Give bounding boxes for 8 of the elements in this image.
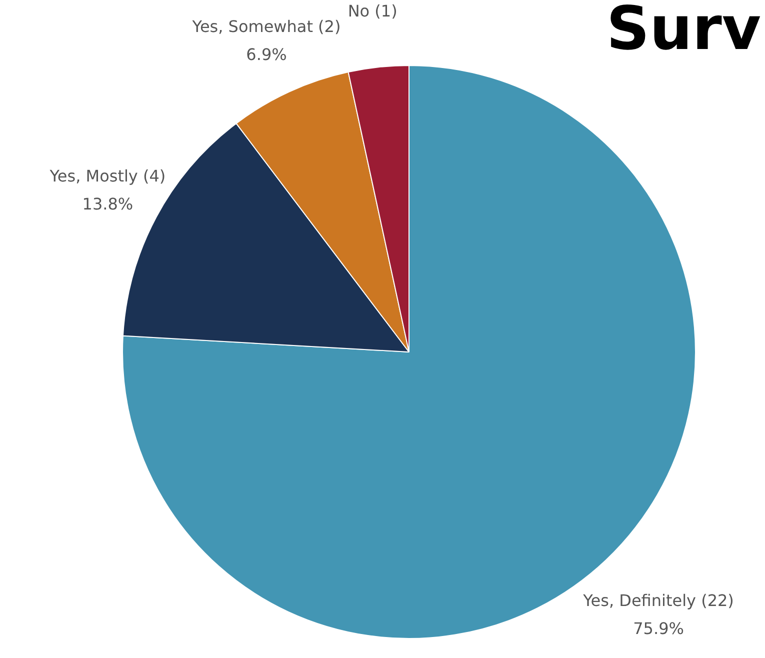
slice-label: Yes, Definitely (22) — [582, 591, 734, 610]
data-label: 13.8% — [82, 194, 134, 214]
chart-title: Surv — [606, 0, 761, 64]
data-label: 6.9% — [246, 44, 287, 64]
data-label: 75.9% — [633, 619, 684, 638]
slice-label: No (1) — [348, 2, 398, 21]
slice-label: Yes, Somewhat (2) — [191, 16, 341, 36]
slice-label: Yes, Mostly (4) — [48, 166, 166, 186]
